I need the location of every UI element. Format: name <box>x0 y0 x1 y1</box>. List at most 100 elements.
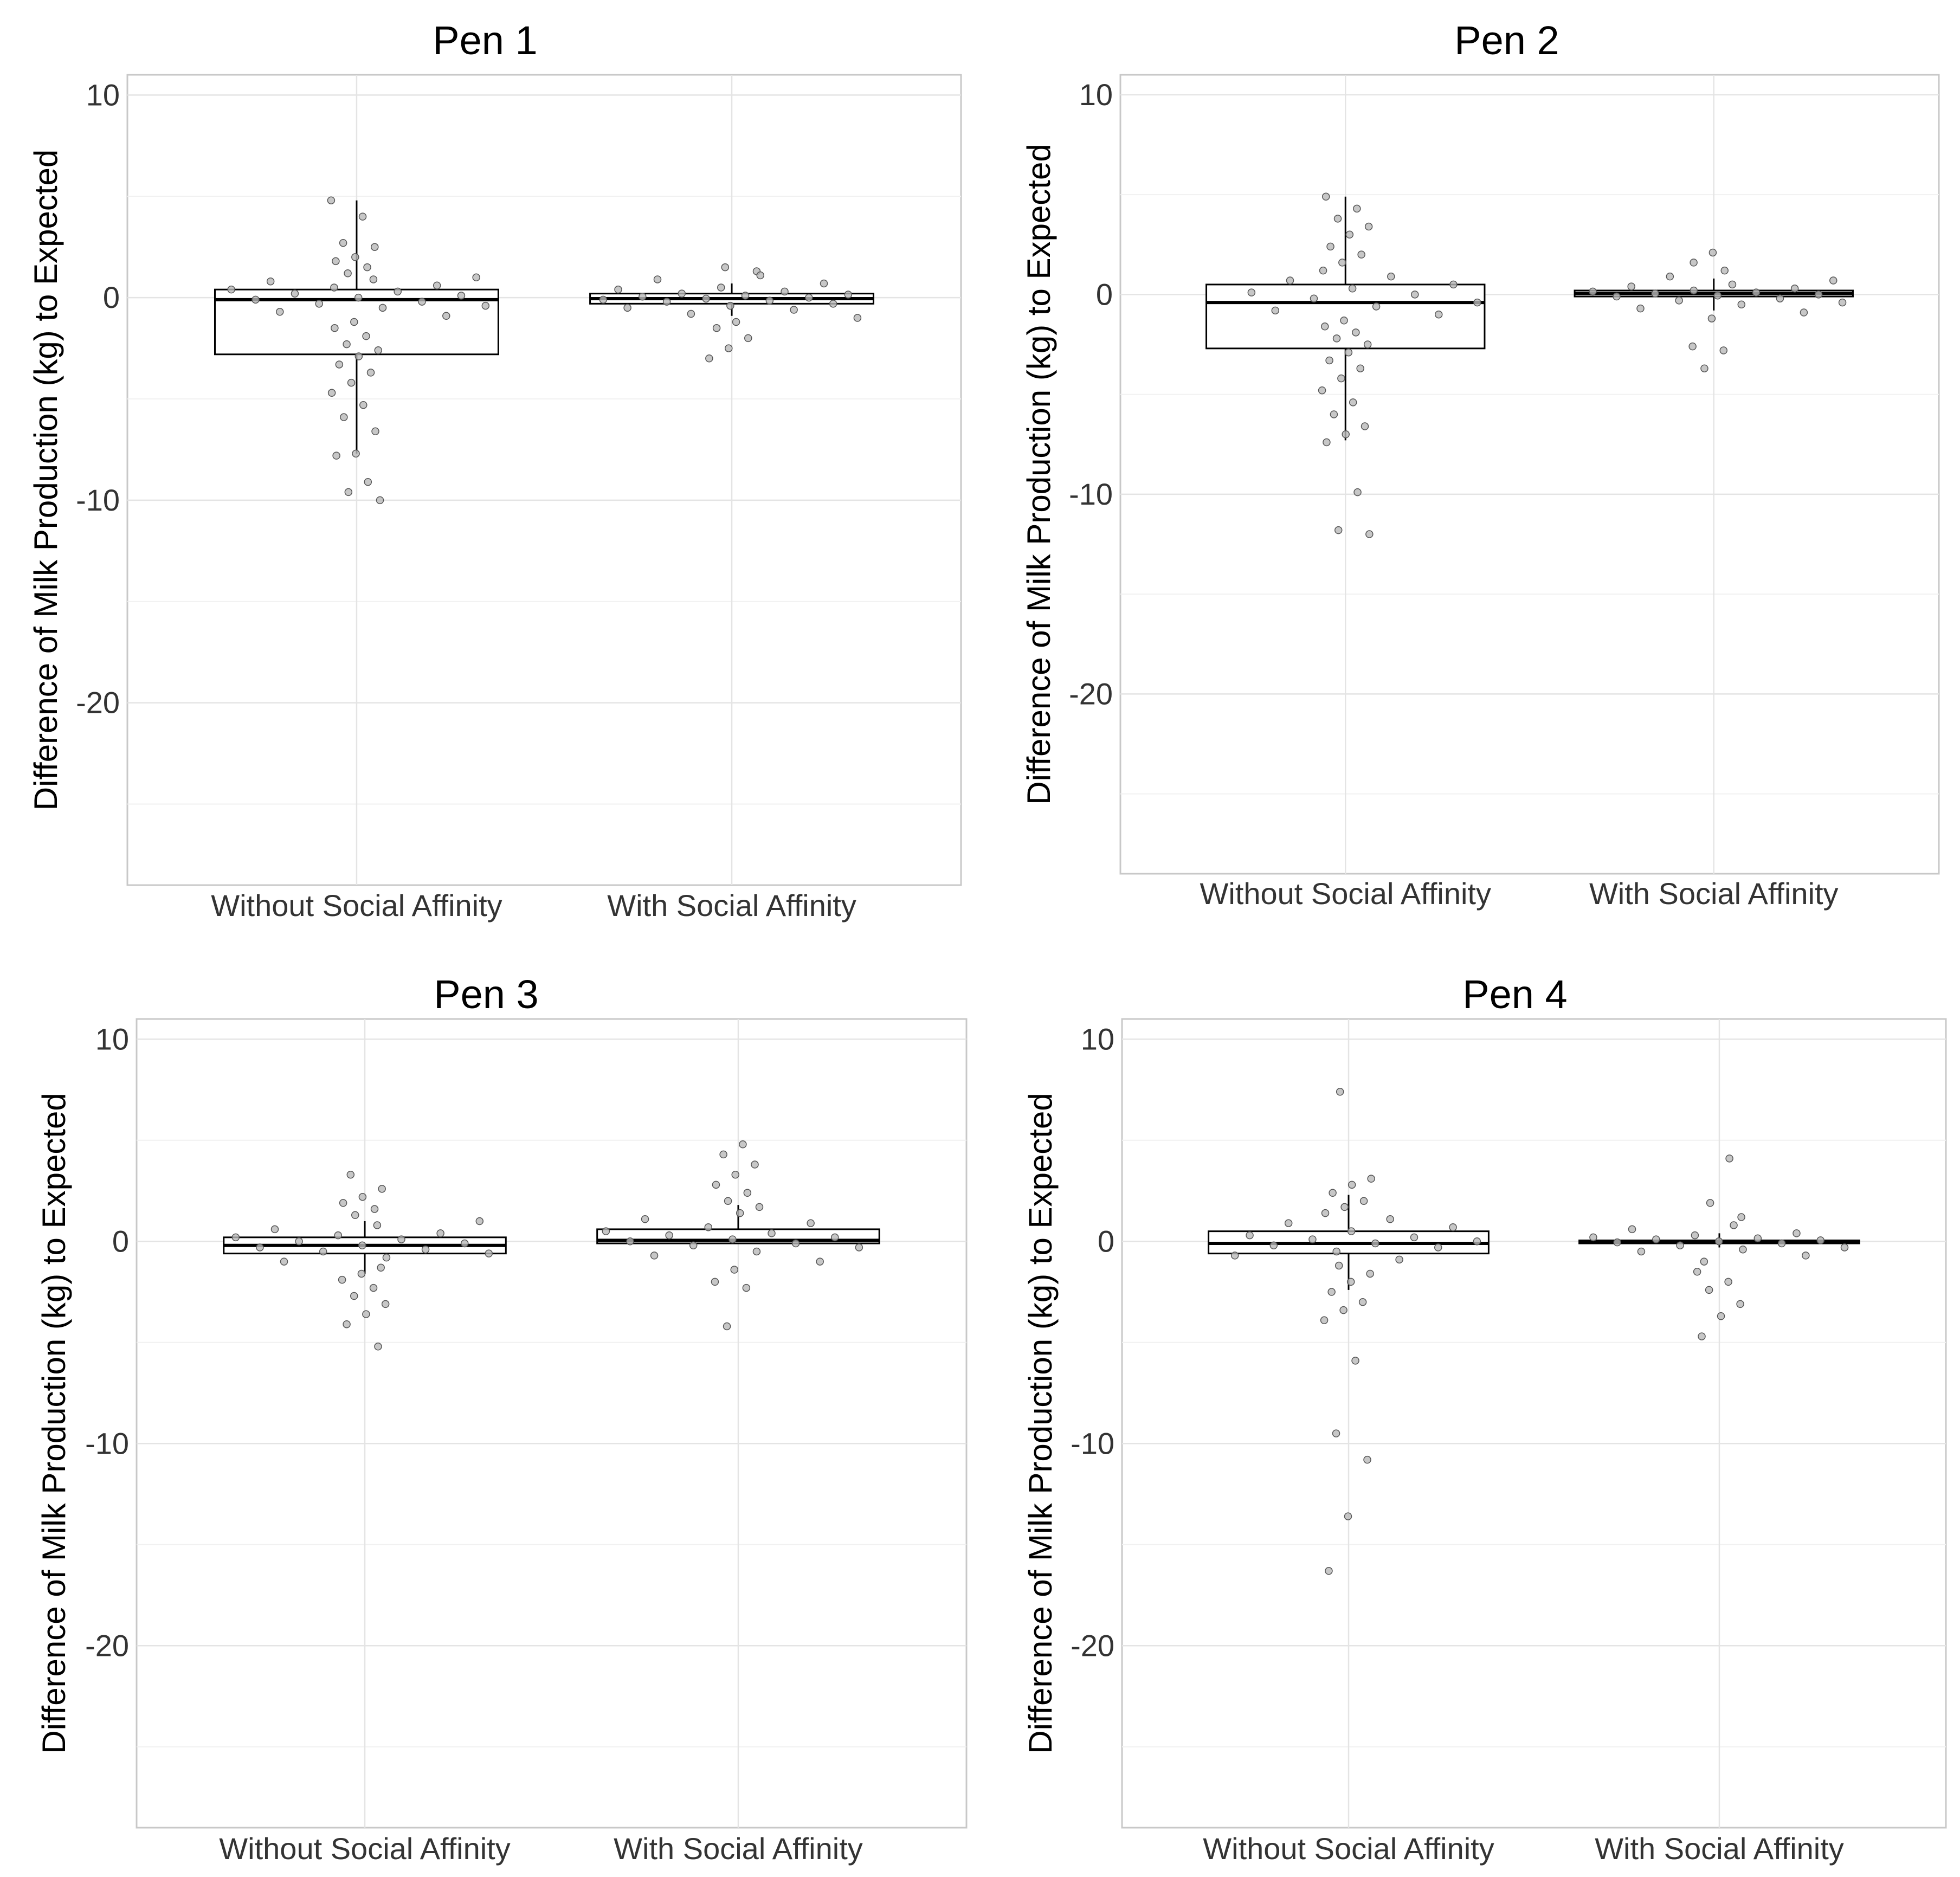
data-point <box>354 352 363 360</box>
data-point <box>330 283 338 292</box>
data-point <box>790 306 798 314</box>
panel-title: Pen 1 <box>433 18 537 63</box>
data-point <box>820 279 828 288</box>
data-point <box>1776 294 1784 302</box>
data-point <box>1840 1243 1849 1252</box>
data-point <box>362 1310 370 1318</box>
data-point <box>614 285 622 294</box>
data-point <box>1652 1235 1660 1243</box>
data-point <box>442 312 450 320</box>
pen-panel-1: 10 0 -10 -20 Without Social Affinity With Soc… <box>28 18 962 923</box>
data-point <box>315 300 323 308</box>
data-point <box>475 1217 484 1225</box>
data-point <box>687 309 695 318</box>
data-point <box>1339 1306 1348 1314</box>
data-point <box>853 314 862 322</box>
data-point <box>1708 248 1717 257</box>
data-point <box>1353 488 1362 496</box>
y-tick-label: 0 <box>1098 1224 1114 1258</box>
data-point <box>1728 280 1737 289</box>
data-point <box>1666 272 1674 281</box>
panel-border <box>126 74 962 886</box>
data-point <box>705 354 713 363</box>
data-point <box>1364 222 1373 231</box>
data-point <box>641 1215 649 1223</box>
x-tick-label: With Social Affinity <box>607 888 856 923</box>
data-point <box>730 1266 738 1274</box>
data-point <box>1636 304 1645 313</box>
data-point <box>351 253 359 261</box>
data-point <box>689 1241 698 1250</box>
data-point <box>1365 530 1374 538</box>
data-point <box>1327 1288 1336 1296</box>
data-point <box>378 1185 386 1193</box>
data-point <box>1700 1257 1708 1266</box>
y-tick-label: -20 <box>1071 1628 1114 1662</box>
data-point <box>1637 1247 1646 1256</box>
data-point <box>1269 1241 1278 1250</box>
data-point <box>1320 1316 1329 1325</box>
data-point <box>351 1211 359 1220</box>
data-point <box>742 1283 751 1292</box>
data-point <box>436 1229 444 1237</box>
data-point <box>1321 1209 1330 1217</box>
y-tick-label: 0 <box>112 1224 129 1258</box>
data-point <box>332 257 340 266</box>
data-point <box>1724 1278 1732 1286</box>
data-point <box>381 1300 390 1308</box>
data-point <box>1690 286 1698 295</box>
x-tick-label: Without Social Affinity <box>219 1831 510 1866</box>
data-point <box>1363 1455 1371 1464</box>
x-tick-label: With Social Affinity <box>1589 876 1839 911</box>
data-point <box>266 277 275 286</box>
data-point <box>319 1247 327 1256</box>
data-point <box>1690 259 1698 267</box>
data-point <box>1627 282 1635 291</box>
data-point <box>1358 1298 1367 1306</box>
data-point <box>1318 386 1326 395</box>
data-point <box>1286 276 1294 285</box>
y-tick-label: -10 <box>1071 1426 1114 1460</box>
data-point <box>1334 526 1343 534</box>
data-point <box>1719 346 1728 354</box>
data-point <box>1737 300 1746 309</box>
data-point <box>1395 1255 1403 1264</box>
data-point <box>791 1239 800 1248</box>
pen-panel-4: 10 0 -10 -20 Without Social Affinity With Soc… <box>1022 972 1947 1866</box>
y-tick-label: 10 <box>86 78 120 112</box>
x-tick-label: Without Social Affinity <box>1203 1831 1494 1866</box>
data-point <box>1338 259 1346 267</box>
data-point <box>1344 348 1353 357</box>
data-point <box>1473 298 1481 307</box>
data-point <box>602 1227 610 1235</box>
data-point <box>712 1181 720 1189</box>
data-point <box>626 1237 634 1246</box>
data-point <box>1613 1238 1621 1247</box>
panel-border <box>1121 1018 1947 1829</box>
data-point <box>1411 291 1419 299</box>
data-point <box>1802 1252 1810 1260</box>
data-point <box>1434 310 1443 319</box>
data-point <box>1344 1512 1352 1520</box>
data-point <box>1706 1199 1714 1207</box>
data-point <box>421 1245 430 1254</box>
data-point <box>1800 308 1808 317</box>
data-point <box>1814 291 1823 299</box>
data-point <box>1271 306 1280 315</box>
data-point <box>1790 285 1799 293</box>
data-point <box>1247 288 1256 296</box>
data-point <box>711 1278 719 1286</box>
data-point <box>1698 1332 1706 1340</box>
data-point <box>756 271 764 280</box>
data-point <box>1340 1203 1349 1211</box>
data-point <box>1353 204 1361 213</box>
data-point <box>732 318 740 326</box>
data-point <box>460 1239 469 1248</box>
data-point <box>623 304 631 312</box>
data-point <box>359 401 368 409</box>
data-point <box>1693 1268 1701 1276</box>
data-point <box>1346 1278 1355 1286</box>
data-point <box>1777 1239 1786 1248</box>
y-tick-label: 0 <box>103 280 120 314</box>
data-point <box>1675 296 1683 305</box>
